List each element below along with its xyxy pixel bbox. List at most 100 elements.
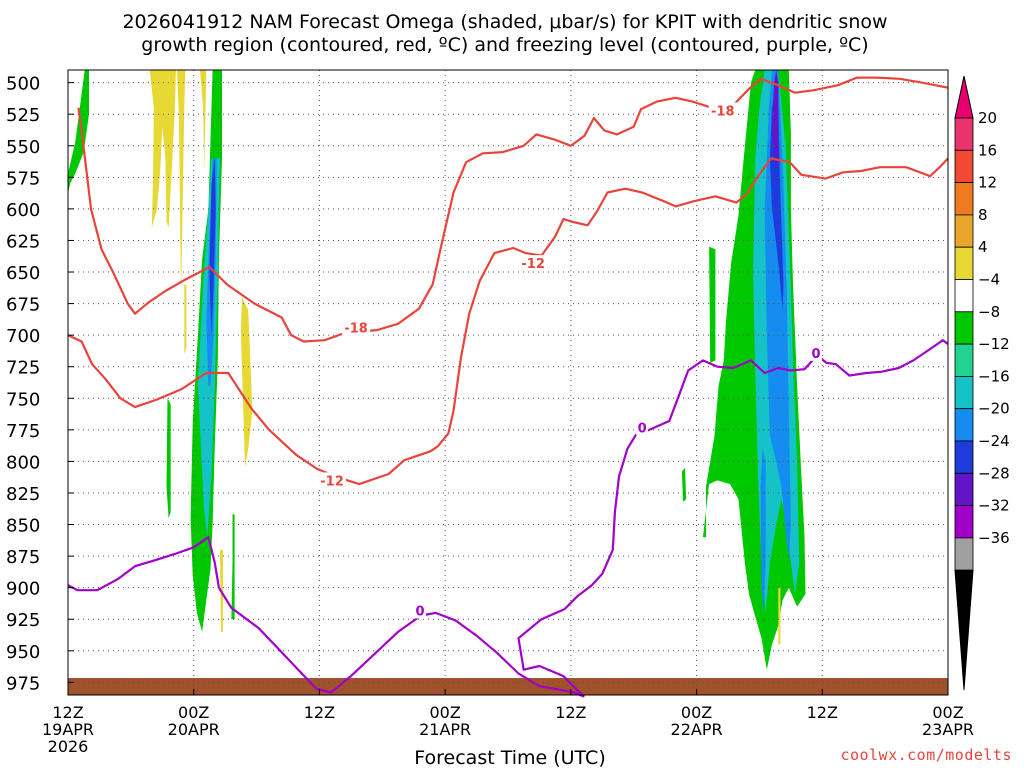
x-tick-label-0-1: 19APR	[42, 720, 94, 739]
colorbar-swatch-1	[954, 149, 974, 184]
omega-region-5	[709, 246, 716, 363]
colorbar-swatch-0	[954, 117, 974, 151]
contour-label-5: 0	[638, 421, 647, 436]
x-tick-label-84-0: 00Z	[932, 703, 963, 722]
y-tick-label-575: 575	[6, 168, 40, 189]
colorbar-swatch-2	[954, 182, 974, 216]
contour-label-bg-0	[342, 319, 371, 336]
contour-label-bg-4	[414, 602, 426, 619]
x-tick-label-72-0: 12Z	[807, 703, 838, 722]
contour-label-1: -12	[320, 474, 344, 489]
y-tick-label-725: 725	[6, 358, 40, 379]
contour-label-bg-6	[810, 344, 822, 361]
colorbar-label-11: −28	[978, 464, 1010, 482]
colorbar-label-4: 4	[978, 238, 988, 256]
contour-0--18	[77, 76, 949, 343]
colorbar-swatch-4	[954, 246, 974, 280]
y-tick-label-900: 900	[6, 579, 40, 600]
contour-label-4: 0	[415, 604, 424, 619]
x-tick-label-0-2: 2026	[48, 737, 89, 756]
contour-label-bg-2	[519, 255, 548, 272]
y-tick-label-750: 750	[6, 389, 40, 410]
omega-region-11	[760, 448, 766, 613]
omega-region-21	[778, 587, 781, 645]
y-tick-label-975: 975	[6, 673, 40, 694]
colorbar-label-6: −8	[978, 303, 1000, 321]
contour-2-0	[67, 339, 949, 698]
y-tick-label-500: 500	[6, 74, 40, 95]
chart-title-line2: growth region (contoured, red, ºC) and f…	[141, 34, 868, 56]
y-tick-label-525: 525	[6, 105, 40, 126]
omega-region-18	[240, 297, 253, 468]
colorbar-label-7: −12	[978, 335, 1010, 353]
credit-link[interactable]: coolwx.com/modelts	[840, 746, 1012, 764]
colorbar-label-9: −20	[978, 400, 1010, 418]
omega-region-19	[184, 284, 187, 355]
y-tick-label-825: 825	[6, 484, 40, 505]
contour-labels: -18 -12 -12 -18 0 0 0	[318, 102, 822, 619]
colorbar-swatch-5	[954, 279, 974, 313]
colorbar-label-5: −4	[978, 271, 1000, 289]
colorbar-bottom-arrow	[954, 569, 974, 691]
colorbar-label-10: −24	[978, 432, 1010, 450]
x-tick-label-0-0: 12Z	[52, 703, 83, 722]
omega-region-0	[68, 70, 89, 194]
contours	[67, 76, 949, 698]
omega-region-12	[209, 158, 216, 336]
colorbar-swatch-11	[954, 472, 974, 506]
y-tick-label-675: 675	[6, 295, 40, 316]
colorbar-label-13: −36	[978, 529, 1010, 547]
x-tick-label-36-0: 00Z	[429, 703, 460, 722]
colorbar-label-12: −32	[978, 497, 1010, 515]
contour-label-bg-5	[636, 419, 649, 436]
contour-label-2: -12	[521, 257, 545, 272]
y-tick-label-700: 700	[6, 326, 40, 347]
omega-region-16	[177, 70, 186, 298]
chart-title-line1: 2026041912 NAM Forecast Omega (shaded, μ…	[122, 11, 887, 33]
x-tick-label-60-0: 00Z	[681, 703, 712, 722]
x-tick-label-48-0: 12Z	[555, 703, 586, 722]
colorbar-swatch-6	[954, 311, 974, 345]
y-tick-label-625: 625	[6, 231, 40, 252]
colorbar-swatch-13	[954, 537, 974, 571]
contour-1--12	[67, 157, 949, 486]
y-tick-label-775: 775	[6, 421, 40, 442]
colorbar: 20 16 12 8 4 −4 −8 −12 −16 −20 −24 −28 −32 −36	[954, 75, 1010, 691]
colorbar-swatch-12	[954, 505, 974, 539]
omega-region-15	[149, 70, 176, 228]
x-tick-label-12-1: 20APR	[168, 720, 220, 739]
x-tick-label-36-1: 21APR	[419, 720, 471, 739]
y-tick-label-850: 850	[6, 516, 40, 537]
omega-region-10	[764, 70, 791, 563]
y-tick-label-550: 550	[6, 137, 40, 158]
colorbar-swatch-8	[954, 375, 974, 410]
contour-label-6: 0	[811, 347, 820, 362]
y-tick-label-600: 600	[6, 200, 40, 221]
colorbar-swatch-7	[954, 343, 974, 377]
colorbar-top-arrow	[954, 75, 974, 119]
colorbar-label-0: 20	[978, 109, 997, 127]
colorbar-swatch-9	[954, 408, 974, 442]
omega-region-2	[166, 398, 171, 519]
y-tick-label-800: 800	[6, 452, 40, 473]
x-tick-label-12-0: 00Z	[178, 703, 209, 722]
colorbar-label-3: 8	[978, 206, 988, 224]
y-tick-label-875: 875	[6, 547, 40, 568]
grid	[68, 70, 948, 695]
colorbar-label-2: 12	[978, 174, 997, 192]
x-tick-label-24-0: 12Z	[304, 703, 335, 722]
colorbar-swatch-10	[954, 440, 974, 474]
terrain-surface	[68, 678, 948, 695]
omega-shading	[68, 70, 806, 670]
y-axis: 500 525 550 575 600 625 650 675 700 725 750 775 800 8…	[6, 74, 74, 694]
contour-label-bg-3	[708, 102, 737, 119]
x-tick-label-60-1: 22APR	[671, 720, 723, 739]
omega-region-3	[231, 514, 235, 620]
y-tick-label-950: 950	[6, 642, 40, 663]
colorbar-swatch-3	[954, 214, 974, 248]
colorbar-label-8: −16	[978, 367, 1010, 385]
contour-label-bg-1	[318, 472, 346, 489]
